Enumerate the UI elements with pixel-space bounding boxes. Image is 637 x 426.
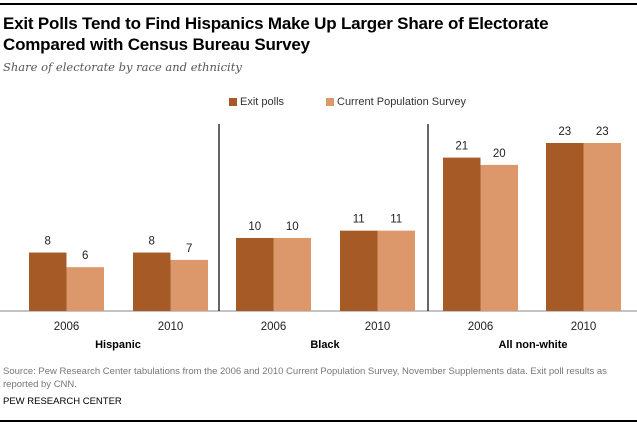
bar-cps xyxy=(377,230,415,311)
bar-chart: 8 6 2006 8 7 2010 Hispanic 10 10 2006 11 11 2010 Blac… xyxy=(0,124,637,351)
bar-exit-polls xyxy=(133,252,171,311)
x-tick-label: 2010 xyxy=(158,321,184,333)
group-label: Black xyxy=(310,339,340,351)
bar-exit-polls xyxy=(443,157,481,311)
bar-exit-polls xyxy=(340,230,378,311)
bar-cps xyxy=(273,237,311,311)
x-tick-label: 2006 xyxy=(468,321,494,333)
data-label: 11 xyxy=(353,214,365,226)
data-label: 11 xyxy=(390,214,402,226)
bar-exit-polls xyxy=(29,252,67,311)
data-label: 8 xyxy=(149,236,155,248)
data-label: 23 xyxy=(558,126,571,138)
legend-item-cps: Current Population Survey xyxy=(326,96,466,108)
source-note: Source: Pew Research Center tabulations … xyxy=(3,366,607,390)
org-credit: PEW RESEARCH CENTER xyxy=(3,396,122,407)
legend: Exit polls Current Population Survey xyxy=(0,96,637,112)
data-label: 8 xyxy=(45,236,51,248)
legend-item-exit-polls: Exit polls xyxy=(229,96,284,108)
bar-cps xyxy=(583,143,621,311)
legend-swatch-exit-polls xyxy=(229,98,237,106)
x-tick-label: 2010 xyxy=(365,321,391,333)
x-tick-label: 2006 xyxy=(54,321,80,333)
legend-swatch-cps xyxy=(326,98,334,106)
bar-cps xyxy=(66,267,104,311)
bottom-rule xyxy=(0,420,637,422)
group-label: Hispanic xyxy=(95,339,141,351)
x-tick-label: 2010 xyxy=(571,321,597,333)
bar-cps xyxy=(170,259,208,311)
data-label: 20 xyxy=(493,148,506,160)
data-label: 10 xyxy=(286,221,299,233)
data-label: 7 xyxy=(186,243,192,255)
legend-label-exit-polls: Exit polls xyxy=(240,96,285,108)
chart-title: Exit Polls Tend to Find Hispanics Make U… xyxy=(3,14,549,54)
chart-subtitle: Share of electorate by race and ethnicit… xyxy=(3,60,242,74)
data-label: 23 xyxy=(596,126,609,138)
bar-exit-polls xyxy=(236,237,274,311)
bar-cps xyxy=(480,164,518,311)
data-label: 10 xyxy=(248,221,261,233)
bar-exit-polls xyxy=(546,143,584,311)
group-label: All non-white xyxy=(498,339,567,351)
legend-label-cps: Current Population Survey xyxy=(337,96,467,108)
data-label: 21 xyxy=(455,141,468,153)
data-label: 6 xyxy=(82,250,88,262)
top-rule xyxy=(0,3,637,5)
x-tick-label: 2006 xyxy=(261,321,287,333)
